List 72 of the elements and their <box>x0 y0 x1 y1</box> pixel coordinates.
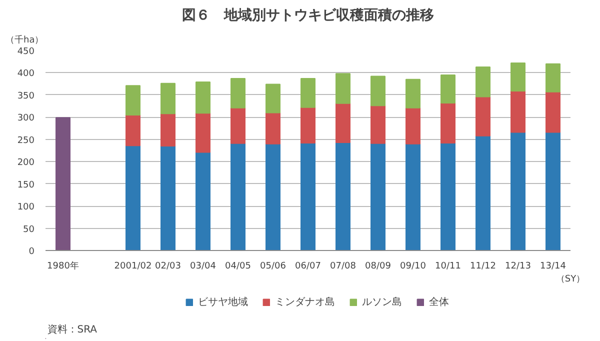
bar <box>300 78 316 108</box>
legend-label: 全体 <box>429 296 449 309</box>
y-axis-title: （千ha） <box>6 34 44 46</box>
bar <box>546 91 560 133</box>
bar <box>440 142 456 250</box>
x-tick-label: 2001/02 <box>114 262 152 272</box>
x-tick-label: 04/05 <box>225 262 251 272</box>
bar <box>336 142 350 250</box>
bar <box>126 145 140 250</box>
x-tick-label: 09/10 <box>400 262 426 272</box>
bar <box>510 62 526 92</box>
legend-label: ミンダナオ島 <box>275 296 335 309</box>
x-tick-label: 10/11 <box>435 262 461 272</box>
bar <box>476 96 490 136</box>
x-tick-label: 11/12 <box>470 262 496 272</box>
bar <box>440 102 456 144</box>
bar <box>230 142 246 250</box>
legend-label: ルソン島 <box>362 296 402 309</box>
bar <box>476 66 490 98</box>
x-tick-label: 08/09 <box>365 262 392 272</box>
x-tick-label: 07/08 <box>330 262 356 272</box>
bar <box>406 78 420 108</box>
bar <box>126 114 140 146</box>
bar <box>126 85 140 116</box>
text: 資料：SRA <box>47 324 98 336</box>
x-tick-label: 06/07 <box>295 262 321 272</box>
bar <box>336 73 350 104</box>
x-tick-label: 03/04 <box>190 262 216 272</box>
y-tick-label: 450 <box>17 47 35 57</box>
bar <box>300 106 316 144</box>
y-tick-label: 50 <box>23 224 35 235</box>
y-tick-label: 0 <box>28 247 35 257</box>
legend-label: ビサヤ地域 <box>198 296 248 309</box>
bar <box>160 113 176 147</box>
bar <box>510 132 526 250</box>
bar <box>300 142 316 250</box>
bar <box>196 152 210 250</box>
bar <box>230 78 246 108</box>
bar <box>476 135 490 250</box>
bar <box>196 112 210 153</box>
y-tick-label: 400 <box>17 69 35 80</box>
bar <box>370 142 386 250</box>
bar <box>56 117 70 250</box>
bar <box>546 63 560 92</box>
y-tick-label: 150 <box>17 180 35 190</box>
x-tick-label: 12/13 <box>505 262 531 272</box>
x-tick-label: 02/03 <box>155 262 181 272</box>
bar <box>230 107 246 144</box>
x-axis-title: （SY） <box>556 274 586 284</box>
bar <box>370 105 386 144</box>
bar <box>266 112 280 144</box>
bar <box>546 132 560 250</box>
y-tick-label: 350 <box>17 91 35 102</box>
bar <box>160 146 176 250</box>
x-tick-label: 13/14 <box>540 262 566 272</box>
y-tick-label: 250 <box>17 136 35 146</box>
x-tick-label: 05/06 <box>260 262 286 272</box>
bar <box>336 102 350 143</box>
bar <box>510 90 526 133</box>
bar <box>370 76 386 106</box>
bar <box>406 143 420 250</box>
bar <box>266 143 280 250</box>
bar <box>196 82 210 114</box>
x-tick-label: 1980年 <box>47 260 79 272</box>
y-tick-label: 100 <box>17 202 35 213</box>
bar <box>160 82 176 114</box>
bar <box>406 107 420 144</box>
bar <box>266 84 280 114</box>
y-tick-label: 300 <box>17 114 35 124</box>
chart-title: 図６ 地域別サトウキビ収穫面積の推移 <box>182 8 434 24</box>
bar <box>440 74 456 104</box>
y-tick-label: 200 <box>17 158 35 168</box>
